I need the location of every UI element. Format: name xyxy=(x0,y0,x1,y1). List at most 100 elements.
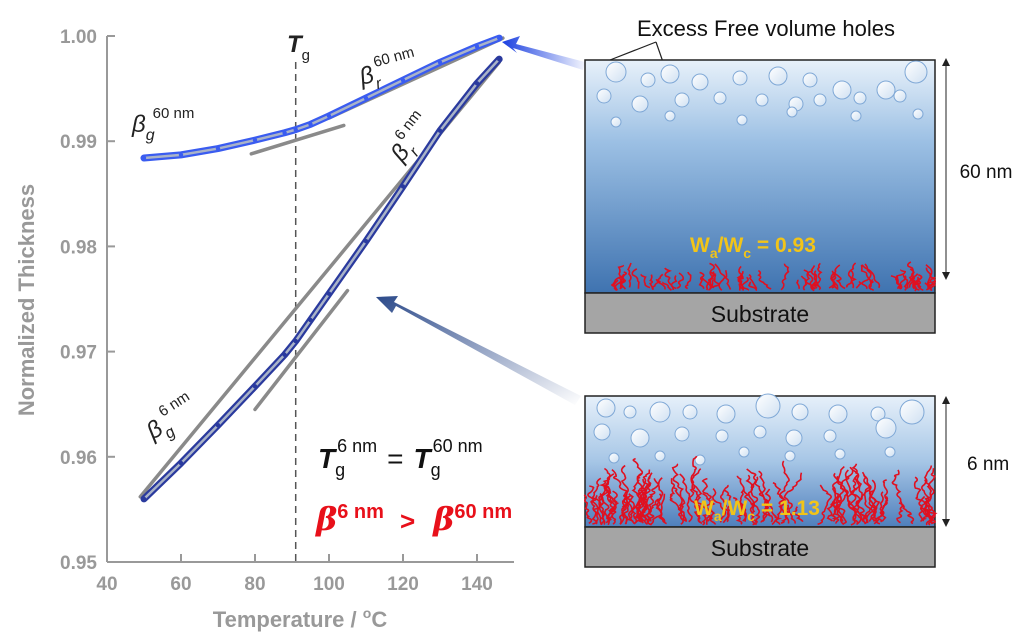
polymer-chain xyxy=(780,263,790,291)
arrow-to-60nm-curve xyxy=(502,36,585,70)
free-volume-hole xyxy=(736,114,748,126)
film-60nm-thickness: 60 nm xyxy=(960,162,1013,183)
polymer-chain xyxy=(653,478,667,525)
polymer-chain xyxy=(702,492,717,525)
polymer-chain xyxy=(686,485,696,523)
substrate-60nm xyxy=(584,292,936,334)
free-volume-hole xyxy=(732,70,748,86)
polymer-chain xyxy=(701,499,716,526)
data-point xyxy=(437,60,443,65)
adsorbed-chains xyxy=(611,261,936,292)
data-point xyxy=(474,44,480,49)
polymer-chain xyxy=(718,269,728,291)
data-point xyxy=(497,56,502,62)
free-volume-hole xyxy=(674,92,690,108)
axis-ticks: 40 60 80 100 120 140 0.95 0.96 0.97 0.98 0.99 1.00 xyxy=(60,27,493,595)
data-point xyxy=(308,122,313,127)
free-volume-hole xyxy=(630,428,650,448)
polymer-chain xyxy=(598,473,620,524)
free-volume-hole xyxy=(904,60,928,84)
polymer-chain xyxy=(735,500,747,525)
data-point xyxy=(293,338,298,344)
polymer-chain xyxy=(737,274,750,291)
polymer-chain xyxy=(831,472,845,524)
data-point xyxy=(252,137,258,143)
free-volume-hole xyxy=(593,423,611,441)
free-volume-hole xyxy=(755,93,769,107)
polymer-chain xyxy=(736,475,747,522)
polymer-chain xyxy=(743,488,757,526)
free-volume-hole xyxy=(596,398,616,418)
polymer-chain xyxy=(720,484,730,523)
polymer-chain xyxy=(813,262,823,288)
free-volume-hole xyxy=(834,448,846,460)
polymer-chain xyxy=(895,269,906,290)
polymer-chain xyxy=(863,486,876,522)
data-point xyxy=(363,95,369,101)
polymer-chain xyxy=(780,472,803,524)
free-volume-hole xyxy=(715,429,729,443)
film-6nm: Wa/Wc = 1.13 Substrate 6 nm xyxy=(583,393,1009,568)
polymer-chain xyxy=(917,277,924,292)
x-tick-label: 120 xyxy=(387,574,419,595)
free-volume-hole xyxy=(610,116,622,128)
polymer-chain xyxy=(817,484,832,526)
x-tick-label: 60 xyxy=(170,574,191,595)
data-series xyxy=(140,34,503,503)
polymer-chain xyxy=(844,469,859,524)
free-volume-hole xyxy=(828,404,848,424)
data-point xyxy=(282,352,287,357)
y-axis-label: Normalized Thickness xyxy=(14,184,39,416)
polymer-chain xyxy=(826,486,837,522)
polymer-chain xyxy=(649,274,655,291)
data-point xyxy=(141,155,147,161)
polymer-chain xyxy=(670,275,678,290)
free-volume-hole xyxy=(823,429,837,443)
y-tick-label: 0.95 xyxy=(60,553,97,574)
film-6nm-thickness: 6 nm xyxy=(967,454,1009,475)
x-tick-label: 100 xyxy=(313,574,345,595)
polymer-chain xyxy=(778,460,790,524)
tangent-lines xyxy=(138,36,505,499)
free-volume-pointer xyxy=(655,41,664,63)
data-point xyxy=(474,81,480,86)
polymer-chain xyxy=(868,279,875,291)
polymer-chain xyxy=(645,477,663,522)
data-point xyxy=(252,384,258,389)
polymer-chain xyxy=(709,274,720,290)
free-volume-hole xyxy=(694,454,706,466)
substrate-6nm-label: Substrate xyxy=(711,535,809,561)
polymer-chain xyxy=(761,488,771,522)
free-volume-hole xyxy=(832,80,852,100)
free-volume-hole xyxy=(784,450,796,462)
free-volume-hole xyxy=(605,61,627,83)
thickness-arrow-head xyxy=(942,396,950,404)
free-volume-hole xyxy=(870,406,886,422)
polymer-chain xyxy=(698,271,705,290)
film-schematic: Excess Free volume holes Wa/Wc = 0.93 Su… xyxy=(583,16,1013,568)
polymer-chain xyxy=(795,279,801,289)
polymer-chain xyxy=(923,465,936,525)
film-60nm: Wa/Wc = 0.93 Substrate 60 nm xyxy=(584,58,1013,334)
polymer-chain xyxy=(700,276,712,291)
free-volume-hole xyxy=(786,106,798,118)
free-volume-hole xyxy=(899,399,925,425)
polymer-chain xyxy=(865,479,877,524)
polymer-chain xyxy=(757,269,772,290)
free-volume-holes xyxy=(596,60,928,128)
polymer-chain xyxy=(850,474,867,525)
free-volume-hole xyxy=(654,450,666,462)
data-point xyxy=(215,146,221,151)
y-tick-label: 0.99 xyxy=(60,132,97,153)
free-volume-hole xyxy=(884,446,896,458)
polymer-chain xyxy=(792,506,804,523)
polymer-chain xyxy=(712,488,727,523)
polymer-chain xyxy=(891,469,904,524)
data-point xyxy=(141,496,147,502)
polymer-chain xyxy=(868,490,881,525)
polymer-chain xyxy=(605,485,616,523)
y-tick-label: 0.97 xyxy=(60,343,97,364)
free-volume-hole xyxy=(876,80,896,100)
data-point xyxy=(282,130,287,135)
